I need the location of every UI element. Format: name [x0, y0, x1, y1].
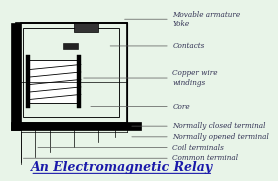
Text: Core: Core	[172, 103, 190, 111]
Bar	[29, 60, 77, 103]
Text: Movable armature
Yoke: Movable armature Yoke	[172, 11, 240, 28]
Text: Copper wire
windings: Copper wire windings	[172, 70, 218, 87]
Text: Contacts: Contacts	[172, 42, 205, 50]
Text: Normally closed terminal: Normally closed terminal	[172, 122, 266, 130]
Bar	[74, 22, 98, 32]
Bar	[23, 28, 119, 117]
Bar	[26, 55, 30, 108]
Text: Normally opened terminal: Normally opened terminal	[172, 133, 269, 141]
Text: Common terminal: Common terminal	[172, 154, 239, 162]
Text: An Electromagnetic Relay: An Electromagnetic Relay	[31, 161, 213, 174]
Bar	[16, 23, 126, 123]
Text: Coil terminals: Coil terminals	[172, 144, 224, 151]
Bar	[11, 23, 21, 130]
Bar	[77, 55, 81, 108]
Bar	[63, 43, 78, 49]
Bar	[11, 122, 141, 130]
